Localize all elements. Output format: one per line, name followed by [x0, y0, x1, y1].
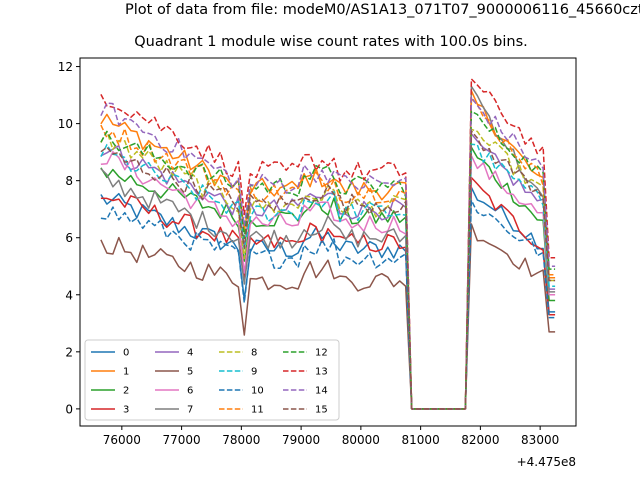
y-tick-label: 0 [65, 402, 73, 416]
y-tick-label: 4 [65, 288, 73, 302]
y-tick-label: 10 [58, 117, 73, 131]
legend-label-3: 3 [123, 405, 129, 416]
y-tick-label: 2 [65, 345, 73, 359]
series-line-0 [100, 186, 556, 410]
series-line-6 [100, 151, 556, 410]
x-tick-label: 79000 [282, 433, 320, 447]
series-line-14 [100, 96, 556, 410]
legend-label-4: 4 [187, 348, 193, 359]
legend-label-14: 14 [315, 386, 328, 397]
x-tick-label: 81000 [402, 433, 440, 447]
series-line-10 [100, 199, 556, 410]
series-line-7 [100, 85, 556, 410]
series-line-2 [100, 146, 556, 410]
legend-label-7: 7 [187, 405, 193, 416]
x-tick-label: 82000 [461, 433, 499, 447]
x-tick-label: 77000 [162, 433, 200, 447]
legend-label-10: 10 [251, 386, 264, 397]
legend-label-13: 13 [315, 367, 328, 378]
figure-suptitle: Plot of data from file: modeM0/AS1A13_07… [125, 2, 640, 18]
x-tick-label: 80000 [342, 433, 380, 447]
x-axis: 76000 77000 78000 79000 80000 81000 82000 83000 [103, 426, 559, 447]
y-tick-label: 6 [65, 231, 73, 245]
series-line-15 [100, 130, 556, 410]
legend-label-15: 15 [315, 405, 328, 416]
axes-frame [79, 57, 577, 427]
series-line-3 [100, 176, 556, 410]
series-line-13 [100, 78, 556, 410]
y-tick-label: 12 [58, 60, 73, 74]
legend-label-9: 9 [251, 367, 257, 378]
series-line-5 [100, 223, 556, 410]
legend-label-5: 5 [187, 367, 193, 378]
chart-title: Quadrant 1 module wise count rates with … [134, 34, 528, 50]
legend-label-11: 11 [251, 405, 264, 416]
x-tick-label: 83000 [521, 433, 559, 447]
legend-label-0: 0 [123, 348, 129, 359]
legend-label-2: 2 [123, 386, 129, 397]
legend-label-1: 1 [123, 367, 129, 378]
series-line-12 [100, 110, 556, 410]
y-axis: 0 2 4 6 8 10 12 [58, 60, 80, 416]
legend-label-12: 12 [315, 348, 328, 359]
x-tick-label: 78000 [222, 433, 260, 447]
plot-lines [100, 78, 556, 410]
x-tick-label: 76000 [103, 433, 141, 447]
y-tick-label: 8 [65, 174, 73, 188]
x-offset-label: +4.475e8 [517, 455, 576, 469]
legend-label-6: 6 [187, 386, 193, 397]
series-line-9 [100, 143, 556, 410]
legend-box [84, 339, 340, 421]
legend-label-8: 8 [251, 348, 257, 359]
